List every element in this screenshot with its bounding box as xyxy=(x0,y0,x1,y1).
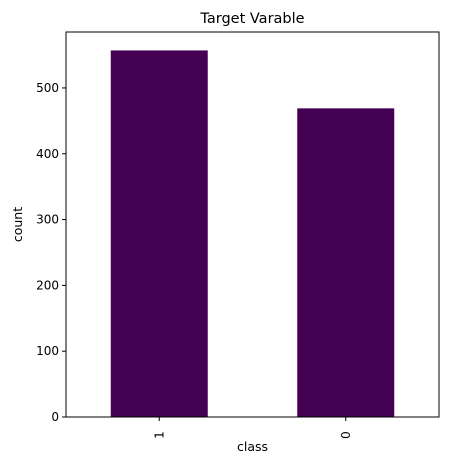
y-tick-label: 500 xyxy=(36,81,59,95)
y-axis-label: count xyxy=(10,207,25,242)
y-tick-label: 400 xyxy=(36,147,59,161)
y-tick-label: 200 xyxy=(36,278,59,292)
bar-0 xyxy=(297,108,395,417)
chart-title: Target Varable xyxy=(199,11,304,27)
y-tick-label: 300 xyxy=(36,213,59,227)
x-axis-label: class xyxy=(237,439,268,454)
y-tick-label: 100 xyxy=(36,344,59,358)
y-tick-label: 0 xyxy=(51,410,59,424)
bars xyxy=(110,50,395,418)
plot-frame xyxy=(65,31,440,418)
x-tick-label-1: 1 xyxy=(152,431,166,439)
y-axis: 0 100 200 300 400 500 xyxy=(36,81,66,424)
bar-1 xyxy=(110,50,208,418)
x-tick-label-0: 0 xyxy=(339,431,353,439)
